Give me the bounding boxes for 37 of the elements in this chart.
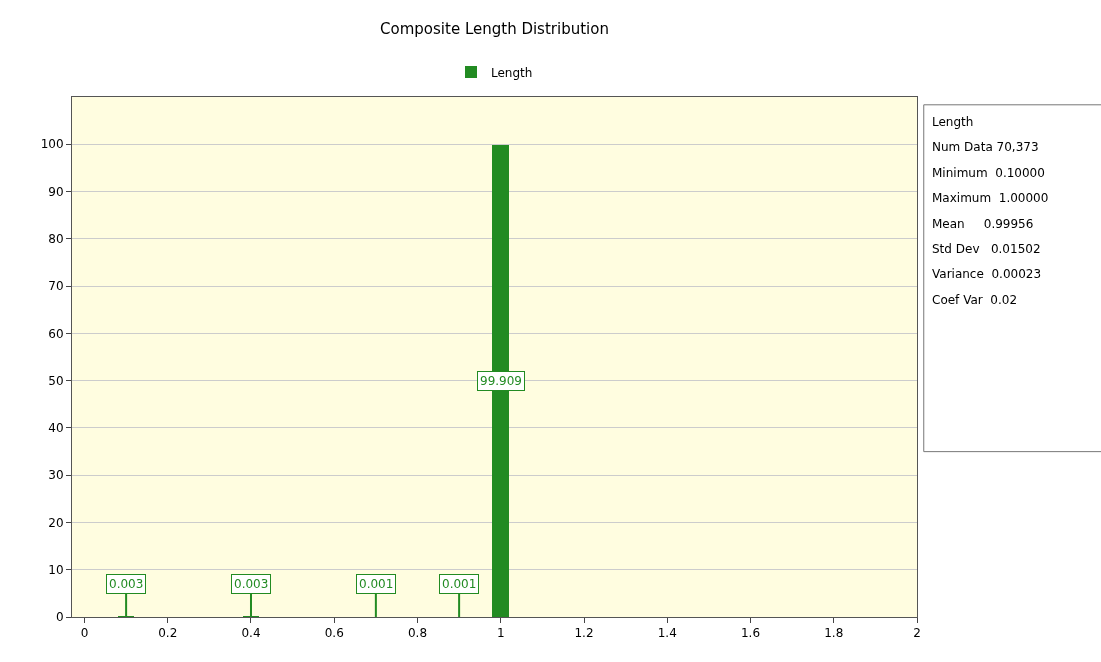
x-tick-label: 1.2 [574,626,594,641]
text: Variance 0.00023 [932,267,1042,281]
y-tick-label: 100 [40,137,64,152]
text: Num Data 70,373 [932,140,1039,154]
x-tick-label: 2 [913,626,921,641]
text: Std Dev 0.01502 [932,242,1041,256]
x-tick-label: 0.4 [241,626,261,641]
x-tick-label: 1 [496,626,505,641]
data-label: 99.909 [480,374,522,388]
y-tick-label: 70 [48,279,64,294]
chart-title: Composite Length Distribution [380,19,609,38]
y-tick-label: 30 [48,468,64,483]
text: Maximum 1.00000 [932,191,1049,205]
x-tick-label: 0.8 [407,626,428,641]
text: Coef Var 0.02 [932,293,1018,307]
x-tick-label: 0 [80,626,89,641]
y-tick-label: 60 [48,326,64,341]
text: Mean 0.99956 [932,217,1034,231]
x-tick-label: 1.8 [824,626,844,641]
text: Minimum 0.10000 [932,166,1045,180]
x-tick-label: 1.4 [657,626,677,641]
x-tick-label: 1.6 [740,626,761,641]
data-label: 0.001 [359,577,394,591]
x-tick-label: 0.2 [158,626,178,641]
y-tick-label: 10 [48,562,64,577]
x-tick-label: 0.6 [324,626,344,641]
y-tick-label: 80 [48,232,64,247]
y-tick-label: 90 [48,184,64,199]
y-tick-label: 0 [55,610,64,625]
y-tick-label: 20 [48,515,64,530]
data-label: 0.003 [109,577,144,591]
data-label: 0.003 [234,577,269,591]
data-label: 0.001 [442,577,477,591]
text: Length [932,115,974,129]
y-tick-label: 40 [48,421,64,436]
y-tick-label: 50 [48,373,64,388]
legend-label: Length [491,65,533,80]
